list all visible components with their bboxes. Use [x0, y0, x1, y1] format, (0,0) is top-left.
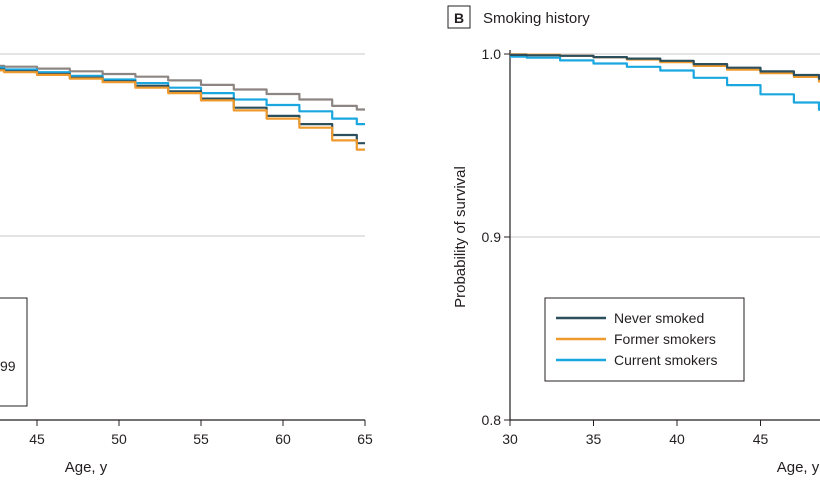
panel-b-legend-label: Current smokers [614, 352, 717, 368]
panel-b-x-tick-label: 45 [753, 431, 769, 447]
panel-b-gridlines [510, 53, 820, 238]
panel-a-x-axis-label: Age, y [65, 459, 108, 476]
panel-b-y-tick-label: 1.0 [482, 46, 502, 62]
panel-a-x-ticks: 45 50 55 60 65 [29, 420, 373, 447]
panel-b-series-line-never-smoked [510, 53, 820, 80]
panel-b-x-ticks: 30 35 40 45 [502, 420, 768, 447]
panel-a-gridlines [0, 53, 365, 237]
panel-b-series-line-current-smokers [510, 55, 820, 111]
panel-a-x-tick-label: 45 [29, 431, 45, 447]
panel-b-y-axis-label: Probability of survival [452, 166, 469, 308]
panel-b-y-tick-label: 0.9 [482, 229, 502, 245]
panel-a-x-tick-label: 65 [357, 431, 373, 447]
panel-a-legend-box [0, 297, 28, 407]
panel-b-chart: B Smoking history 0.8 0.9 1.0 30 35 40 45 Pro… [447, 5, 820, 476]
panel-b-x-tick-label: 35 [586, 431, 602, 447]
panel-a-chart: 45 50 55 60 65 99 Age, y [0, 53, 373, 476]
panel-b-header: B Smoking history [447, 5, 590, 29]
panel-b-series-lines [510, 53, 820, 111]
panel-b-y-tick-label: 0.8 [482, 412, 502, 428]
panel-a-x-tick-label: 60 [275, 431, 291, 447]
panel-b-legend-label: Never smoked [614, 310, 704, 326]
panel-b-legend-label: Former smokers [614, 331, 716, 347]
panel-a-series-lines [0, 64, 365, 151]
panel-b-legend: Never smoked Former smokers Current smoker… [544, 297, 745, 382]
panel-a-legend: 99 [0, 297, 28, 407]
panel-a-series-line-3 [0, 68, 365, 145]
panel-b-label: B [454, 10, 464, 26]
panel-b-x-tick-label: 30 [502, 431, 518, 447]
panel-a-series-line-1 [0, 64, 365, 111]
panel-b-title: Smoking history [483, 10, 590, 27]
panel-a-legend-fragment: 99 [0, 358, 16, 374]
panel-b-label-box [447, 5, 471, 29]
panel-a-x-tick-label: 55 [193, 431, 209, 447]
panel-a-series-line-4 [0, 69, 365, 151]
panel-b-x-tick-label: 40 [669, 431, 685, 447]
panel-a-x-tick-label: 50 [111, 431, 127, 447]
panel-b-x-axis-label: Age, y [777, 459, 820, 476]
panel-b-y-ticks: 0.8 0.9 1.0 [482, 46, 510, 428]
